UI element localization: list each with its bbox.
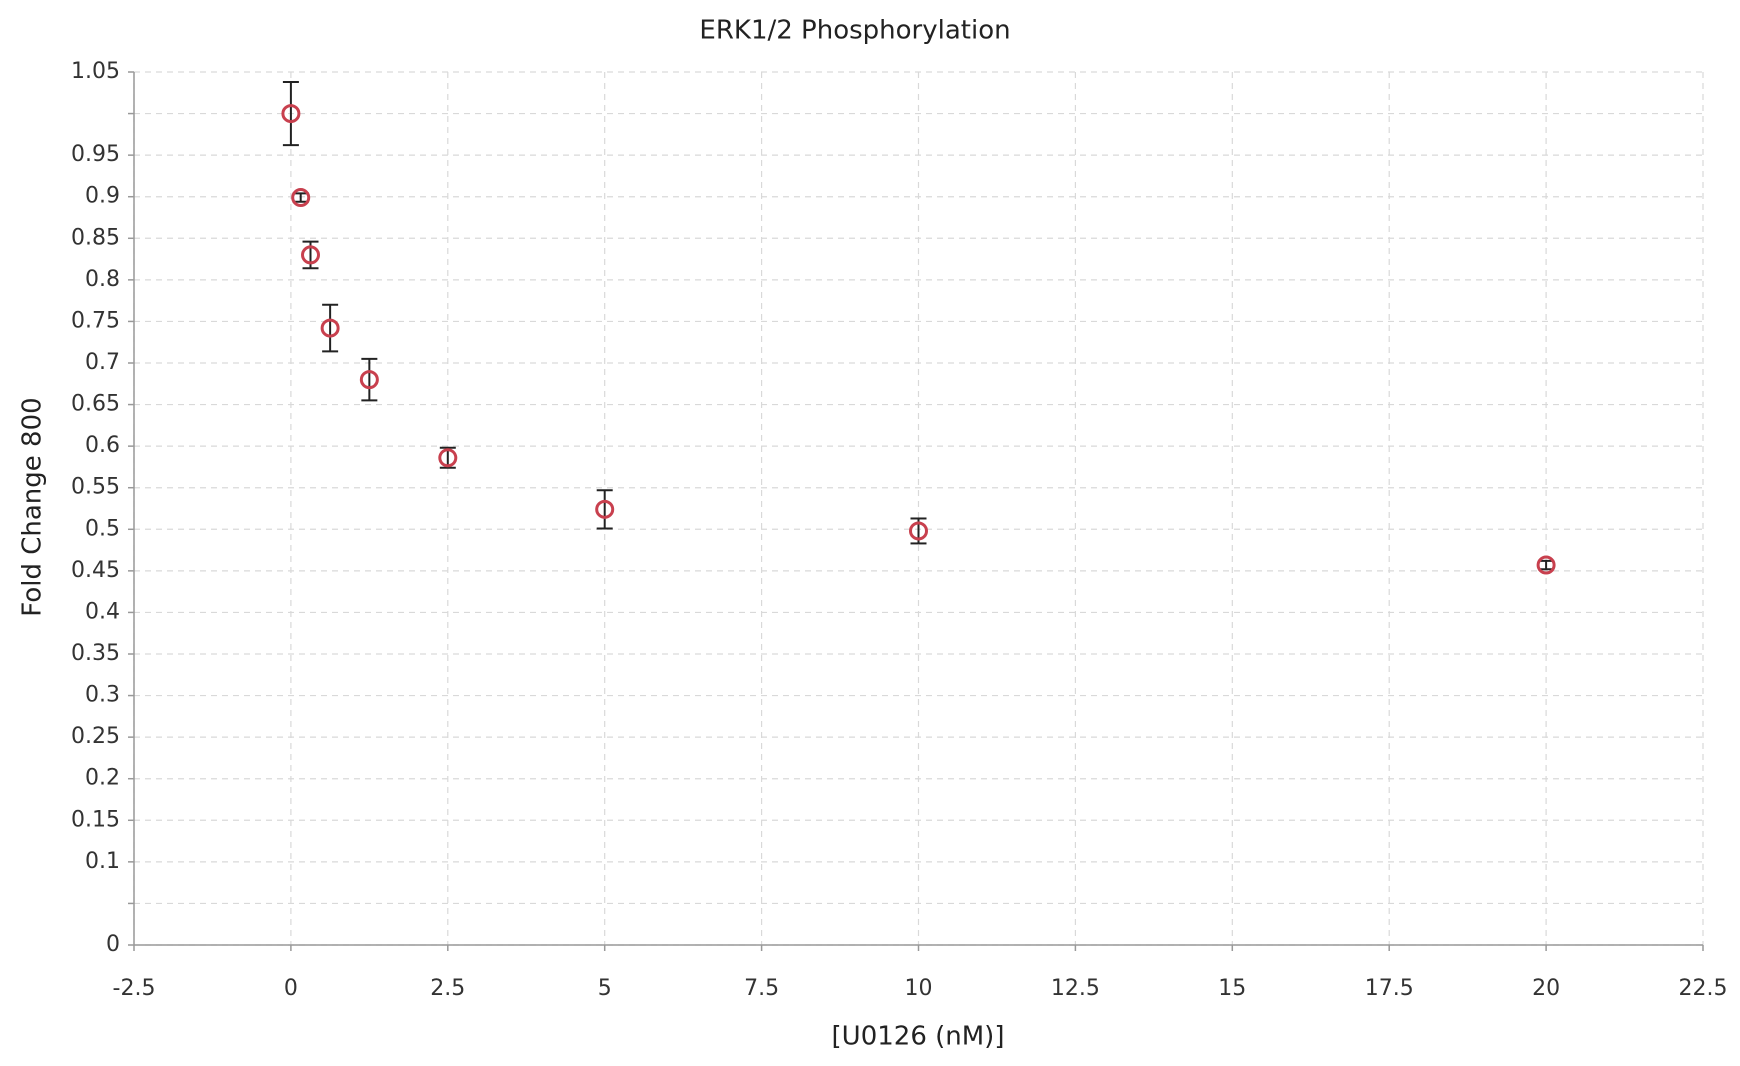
x-tick-label: 12.5 — [1051, 976, 1100, 1001]
x-tick-label: 22.5 — [1679, 976, 1728, 1001]
marker — [359, 370, 379, 390]
y-tick-label: 0.5 — [85, 516, 120, 541]
marker — [291, 188, 311, 208]
marker — [1536, 555, 1556, 575]
y-tick-label: 0.45 — [71, 558, 120, 583]
y-tick-label: 0.6 — [85, 433, 120, 458]
x-tick-label: 17.5 — [1365, 976, 1414, 1001]
marker — [909, 521, 928, 541]
y-tick-label: 0.75 — [71, 308, 120, 333]
y-tick-label: 0 — [106, 932, 120, 957]
x-tick-label: -2.5 — [113, 976, 156, 1001]
error-bar — [282, 80, 299, 147]
y-tick-label: 0.65 — [71, 392, 120, 417]
y-tick-label: 0.85 — [71, 225, 120, 250]
error-bar — [596, 489, 613, 530]
x-tick-label: 5 — [598, 976, 612, 1001]
y-tick-label: 0.1 — [85, 849, 120, 874]
y-tick-label: 0.95 — [71, 142, 120, 167]
y-tick-label: 1.05 — [71, 59, 120, 84]
x-tick-label: 7.5 — [744, 976, 779, 1001]
y-tick-label: 0.7 — [85, 350, 120, 375]
y-tick-label: 0.8 — [85, 267, 120, 292]
marker — [595, 499, 615, 519]
x-tick-label: 20 — [1532, 976, 1560, 1001]
y-tick-label: 0.55 — [71, 475, 120, 500]
y-tick-label: 0.25 — [71, 724, 120, 749]
y-tick-label: 0.3 — [85, 683, 120, 708]
x-axis-label: [U0126 (nM)] — [832, 1022, 1005, 1052]
marker — [281, 104, 301, 124]
y-tick-label: 0.9 — [85, 184, 120, 209]
y-tick-label: 0.35 — [71, 641, 120, 666]
marker — [301, 245, 321, 265]
error-bar — [361, 357, 378, 402]
marker — [320, 318, 340, 338]
x-tick-label: 10 — [905, 976, 933, 1001]
marker — [438, 448, 458, 468]
error-bar — [292, 192, 309, 203]
x-tick-label: 2.5 — [430, 976, 465, 1001]
y-tick-label: 0.4 — [85, 599, 120, 624]
y-tick-label: 0.15 — [71, 807, 120, 832]
error-bar — [322, 303, 339, 353]
chart-title: ERK1/2 Phosphorylation — [699, 16, 1010, 46]
x-tick-label: 0 — [284, 976, 298, 1001]
y-tick-label: 0.2 — [85, 766, 120, 791]
y-axis-label: Fold Change 800 — [18, 397, 48, 616]
error-bar — [1538, 559, 1555, 571]
x-tick-label: 15 — [1218, 976, 1246, 1001]
